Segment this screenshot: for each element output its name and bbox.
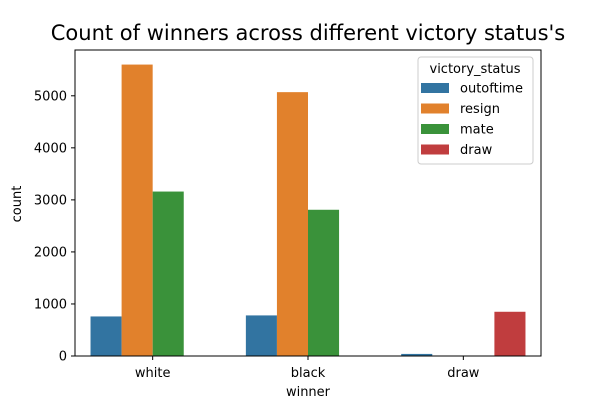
bar-draw-draw — [494, 311, 526, 356]
legend-label-mate: mate — [460, 123, 494, 138]
x-tick-label: draw — [447, 366, 480, 381]
chart-title: Count of winners across different victor… — [51, 21, 565, 45]
y-tick-label: 5000 — [34, 89, 67, 104]
bar-black-outoftime — [245, 315, 277, 356]
y-tick-label: 2000 — [34, 245, 67, 260]
bar-white-outoftime — [90, 316, 122, 356]
y-tick-label: 3000 — [34, 193, 67, 208]
y-tick-label: 4000 — [34, 141, 67, 156]
legend-label-outoftime: outoftime — [460, 82, 523, 97]
legend-label-draw: draw — [460, 143, 493, 158]
legend-swatch-mate — [421, 124, 449, 134]
x-tick-label: white — [135, 366, 171, 381]
legend-swatch-resign — [421, 103, 449, 114]
legend-label-resign: resign — [460, 102, 500, 117]
axes: 0 1000 2000 3000 4000 5000 white black draw — [34, 49, 542, 381]
legend-entries: outoftime resign mate draw — [421, 82, 523, 158]
y-axis-title: count — [10, 186, 25, 223]
legend-swatch-draw — [421, 144, 449, 155]
bar-black-mate — [308, 209, 340, 356]
legend: victory_status outoftime resign mate draw — [417, 56, 534, 165]
bar-white-mate — [152, 191, 184, 356]
legend-title: victory_status — [430, 62, 521, 77]
bar-draw-outoftime — [401, 353, 433, 356]
legend-swatch-outoftime — [421, 83, 449, 93]
bars — [90, 64, 526, 357]
bar-black-resign — [276, 92, 308, 357]
y-tick-label: 0 — [59, 350, 67, 365]
y-tick-label: 1000 — [34, 297, 67, 312]
bar-white-resign — [121, 64, 153, 356]
x-tick-label: black — [291, 366, 326, 381]
x-axis-title: winner — [286, 385, 331, 400]
